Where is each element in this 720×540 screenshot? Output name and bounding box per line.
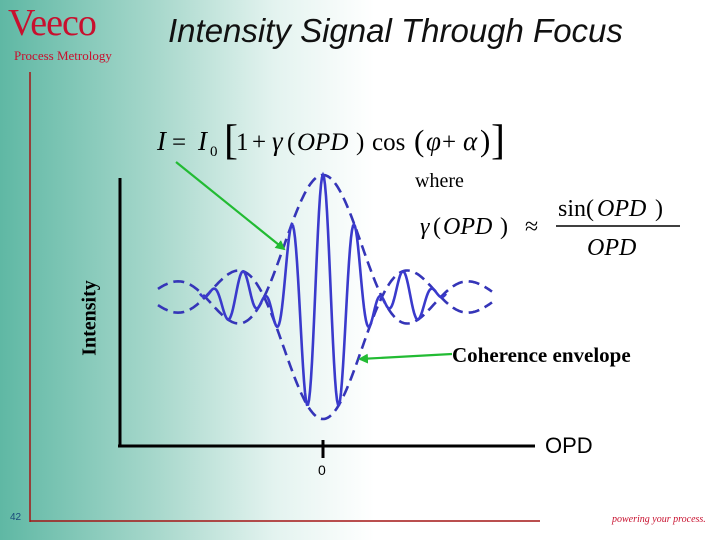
svg-text:=: = xyxy=(172,129,186,156)
svg-text:I: I xyxy=(156,126,168,156)
svg-text:): ) xyxy=(356,129,364,156)
signal-curve xyxy=(198,171,448,407)
svg-text:(: ( xyxy=(287,129,295,156)
x-axis-label: OPD xyxy=(545,433,593,458)
envelope-arrow xyxy=(358,352,453,364)
page-number: 42 xyxy=(10,512,22,523)
svg-text:): ) xyxy=(655,196,663,222)
svg-text:0: 0 xyxy=(210,144,218,160)
svg-text:]: ] xyxy=(491,118,505,164)
svg-text:+: + xyxy=(252,129,266,156)
svg-text:[: [ xyxy=(224,118,238,164)
equation-arrow xyxy=(175,161,286,251)
logo-tagline: Process Metrology xyxy=(14,48,112,63)
svg-text:OPD: OPD xyxy=(587,235,636,261)
footer-tagline: powering your process. xyxy=(612,514,706,525)
slide-title: Intensity Signal Through Focus xyxy=(168,12,623,49)
zero-tick-label: 0 xyxy=(318,462,326,478)
svg-text:1: 1 xyxy=(236,129,249,156)
svg-text:γ: γ xyxy=(420,214,430,240)
svg-text:sin(: sin( xyxy=(558,196,594,222)
coherence-envelope-label: Coherence envelope xyxy=(452,343,631,367)
intensity-equation: I = I 0 [ 1 + γ ( OPD ) cos ( φ + α ) ] xyxy=(156,118,505,164)
envelope-upper xyxy=(157,173,493,300)
svg-text:φ: φ xyxy=(426,126,441,156)
coherence-approximation: γ ( OPD ) ≈ sin( OPD ) OPD xyxy=(420,196,680,261)
svg-text:cos: cos xyxy=(372,129,405,156)
svg-text:OPD: OPD xyxy=(597,196,646,222)
svg-text:γ: γ xyxy=(272,126,284,156)
svg-text:(: ( xyxy=(433,214,441,240)
svg-text:): ) xyxy=(480,123,490,158)
y-axis-label: Intensity xyxy=(78,280,101,356)
svg-text:α: α xyxy=(463,126,478,156)
svg-text:+: + xyxy=(442,129,456,156)
svg-text:OPD: OPD xyxy=(443,214,492,240)
where-label: where xyxy=(415,170,464,192)
envelope-lower xyxy=(157,294,493,421)
svg-text:OPD: OPD xyxy=(297,129,348,156)
veeco-logo: Veeco xyxy=(8,2,97,44)
svg-text:): ) xyxy=(500,214,508,240)
svg-text:(: ( xyxy=(414,123,424,158)
svg-text:≈: ≈ xyxy=(525,214,538,240)
svg-text:I: I xyxy=(197,126,209,156)
